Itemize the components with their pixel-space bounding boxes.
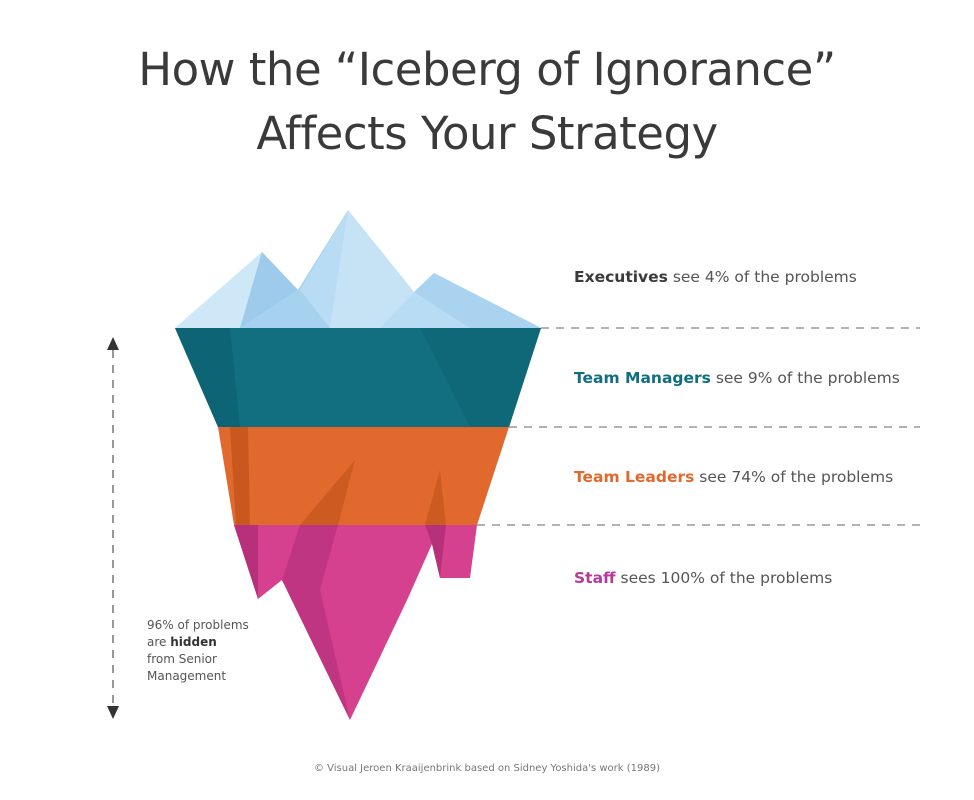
- label-staff: Staff sees 100% of the problems: [574, 569, 832, 587]
- hidden-note-line-2: are hidden: [147, 634, 249, 651]
- hidden-note-line-3: from Senior: [147, 652, 217, 666]
- label-team-managers: Team Managers see 9% of the problems: [574, 369, 900, 387]
- arrow-down-icon: [107, 706, 119, 719]
- iceberg-band-orange: [218, 427, 509, 525]
- arrow-up-icon: [107, 337, 119, 350]
- hidden-problems-note: 96% of problems are hidden from Senior M…: [147, 617, 249, 685]
- page-title: How the “Iceberg of Ignorance” Affects Y…: [0, 38, 974, 166]
- credit-line: © Visual Jeroen Kraaijenbrink based on S…: [313, 763, 661, 774]
- text-team-managers: see 9% of the problems: [710, 369, 900, 387]
- iceberg-tip: [175, 210, 541, 328]
- role-executives: Executives: [574, 268, 668, 286]
- hidden-note-line-4: Management: [147, 669, 227, 683]
- role-staff: Staff: [574, 569, 616, 587]
- hidden-note-line-1: 96% of problems: [147, 618, 249, 632]
- text-staff: sees 100% of the problems: [615, 569, 833, 587]
- hidden-note-prefix: are: [147, 635, 171, 649]
- iceberg-band-magenta: [234, 525, 477, 720]
- role-team-leaders: Team Leaders: [574, 468, 695, 486]
- hidden-note-bold: hidden: [170, 635, 217, 649]
- title-line-1: How the “Iceberg of Ignorance”: [138, 43, 836, 96]
- role-team-managers: Team Managers: [574, 369, 711, 387]
- title-line-2: Affects Your Strategy: [256, 107, 718, 160]
- hidden-range-arrow: [107, 337, 119, 719]
- label-team-leaders: Team Leaders see 74% of the problems: [574, 468, 893, 486]
- iceberg-band-teal: [175, 328, 541, 427]
- label-executives: Executives see 4% of the problems: [574, 268, 857, 286]
- text-executives: see 4% of the problems: [667, 268, 857, 286]
- text-team-leaders: see 74% of the problems: [694, 468, 894, 486]
